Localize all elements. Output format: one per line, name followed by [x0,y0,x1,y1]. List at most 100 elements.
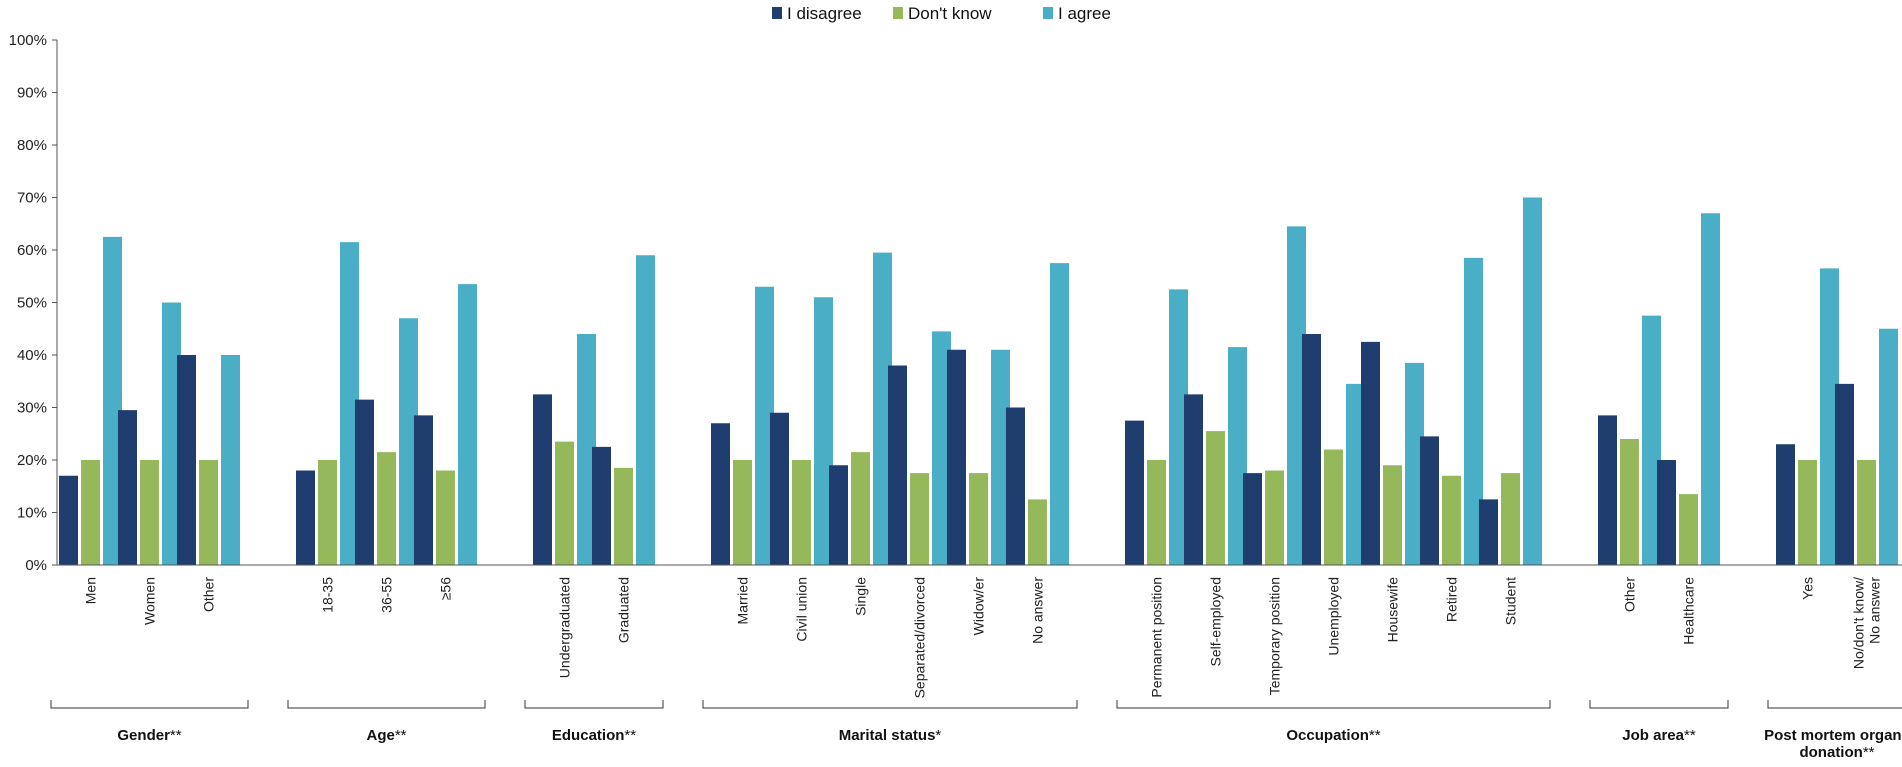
group-label-line: Post mortem organs [1764,727,1902,744]
bar-occupation-self-employed-i-agree [1228,347,1247,565]
bar-age-36-55-i-disagree [355,399,374,565]
category-label: Undergraduated [557,577,573,678]
category-label: Housewife [1385,577,1401,643]
significance-mark: ** [1684,727,1696,744]
bar-marital-status-single-don-t-know [851,452,870,565]
bar-marital-status-single-i-agree [873,252,892,565]
y-tick-label: 10% [17,505,47,522]
category-label-line: No answer [1867,577,1883,644]
bar-job-area-other-i-agree [1642,315,1661,565]
bar-age-18-35-don-t-know [318,460,337,565]
y-tick-label: 40% [17,347,47,364]
bar-gender-other-i-agree [221,355,240,565]
bar-occupation-student-i-disagree [1479,499,1498,565]
category-label: Student [1503,577,1519,625]
legend-label-i-agree: I agree [1058,4,1111,23]
legend-swatch-i-disagree [772,7,782,19]
group-label: Gender** [117,727,181,744]
bar-occupation-retired-i-agree [1464,257,1483,565]
y-tick-label: 90% [17,85,47,102]
bar-occupation-permanent-position-i-disagree [1125,420,1144,565]
bar-marital-status-married-i-disagree [711,423,730,565]
group-label-line: Age** [366,727,406,744]
category-label: Separated/divorced [912,577,928,698]
bar-age-18-35-i-disagree [296,470,315,565]
significance-mark: ** [1369,727,1381,744]
group-label-line: Marital status* [839,727,942,744]
group-bracket [702,700,1078,709]
category-label: Single [853,577,869,616]
significance-mark: ** [624,727,636,744]
category-label: Permanent position [1149,577,1165,698]
group-label: Job area** [1622,727,1696,744]
category-label: ≥56 [438,577,454,600]
bar-marital-status-separated-divorced-i-disagree [888,365,907,565]
category-label: Retired [1444,577,1460,622]
bar-occupation-permanent-position-i-agree [1169,289,1188,565]
bar-gender-other-i-disagree [177,355,196,565]
bar-post-mortem-organs-yes-i-agree [1820,268,1839,565]
category-label: No/don't know/No answer [1851,577,1883,670]
bar-marital-status-separated-divorced-i-agree [932,331,951,565]
category-label: Married [735,577,751,624]
y-tick-label: 20% [17,452,47,469]
category-label: No answer [1030,577,1046,644]
y-tick-label: 0% [25,557,47,574]
significance-mark: ** [1863,744,1875,761]
bar-education-undergraduated-i-disagree [533,394,552,565]
group-bracket [1589,700,1729,709]
bar-marital-status-civil-union-don-t-know [792,460,811,565]
bar-occupation-retired-i-disagree [1420,436,1439,565]
bar-marital-status-civil-union-i-agree [814,297,833,565]
bar-marital-status-married-i-agree [755,286,774,565]
category-label: Healthcare [1681,577,1697,645]
significance-mark: * [935,727,941,744]
bar-marital-status-civil-union-i-disagree [770,412,789,565]
bar-marital-status-no-answer-don-t-know [1028,499,1047,565]
group-label: Age** [366,727,406,744]
bar-occupation-temporary-position-i-agree [1287,226,1306,565]
group-label-line: Job area** [1622,727,1696,744]
bar-occupation-temporary-position-i-disagree [1243,473,1262,565]
bar-gender-women-i-disagree [118,410,137,565]
bar-occupation-student-don-t-know [1501,473,1520,565]
legend-swatch-don-t-know [893,7,903,19]
bar-occupation-self-employed-don-t-know [1206,431,1225,565]
bar-occupation-permanent-position-don-t-know [1147,460,1166,565]
bar-occupation-temporary-position-don-t-know [1265,470,1284,565]
bar-age-36-55-i-agree [399,318,418,565]
legend-swatch-i-agree [1043,7,1053,19]
group-bracket [287,700,486,709]
category-label: Graduated [616,577,632,643]
bar-occupation-unemployed-i-agree [1346,383,1365,565]
group-bracket [1116,700,1551,709]
category-label: Men [83,577,99,604]
bar-post-mortem-organs-no-don-t-know-no-answer-i-disagree [1835,383,1854,565]
category-label: Other [1622,577,1638,612]
bar-age-18-35-i-agree [340,242,359,565]
bar-occupation-housewife-don-t-know [1383,465,1402,565]
bar-gender-women-i-agree [162,302,181,565]
bar-gender-men-i-disagree [59,475,78,565]
category-label: Women [142,577,158,625]
group-bracket [1767,700,1902,709]
bar-post-mortem-organs-no-don-t-know-no-answer-i-agree [1879,328,1898,565]
bar-marital-status-separated-divorced-don-t-know [910,473,929,565]
group-label: Post mortem organs donation** [1764,727,1902,761]
y-tick-label: 70% [17,190,47,207]
category-label: 18-35 [320,577,336,613]
category-label: Self-employed [1208,577,1224,667]
y-tick-label: 50% [17,295,47,312]
group-label-line: Occupation** [1286,727,1380,744]
category-label: Temporary position [1267,577,1283,695]
group-label: Education** [552,727,636,744]
y-tick-label: 80% [17,137,47,154]
category-label: Widow/er [971,577,987,636]
bar-job-area-other-don-t-know [1620,439,1639,565]
significance-mark: ** [395,727,407,744]
bar-occupation-housewife-i-agree [1405,362,1424,565]
bar-occupation-unemployed-don-t-know [1324,449,1343,565]
bar-marital-status-no-answer-i-disagree [1006,407,1025,565]
